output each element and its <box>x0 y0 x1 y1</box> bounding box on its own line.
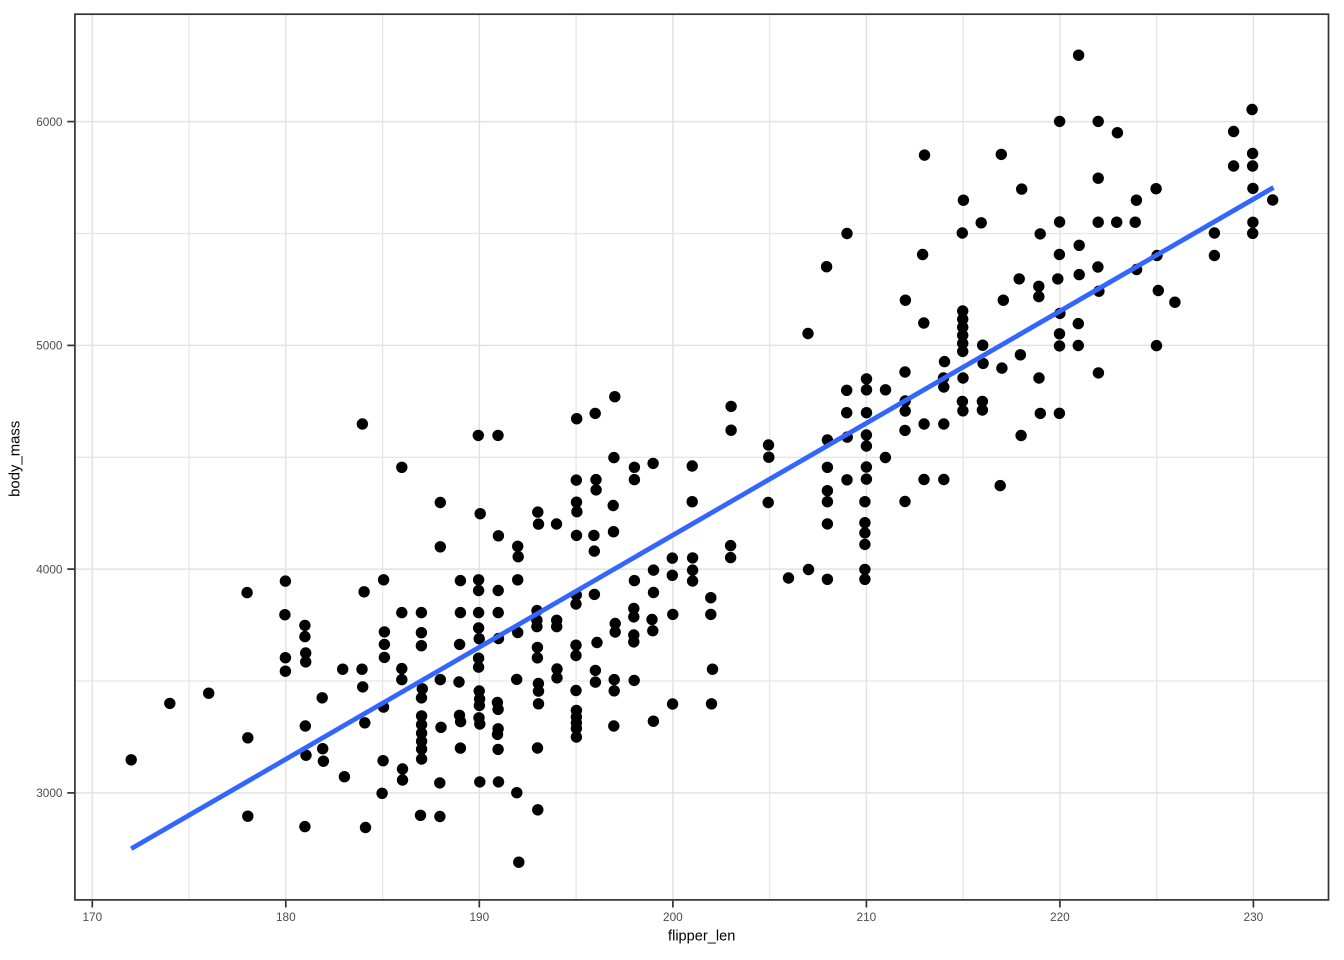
svg-text:210: 210 <box>857 910 877 924</box>
svg-text:220: 220 <box>1050 910 1070 924</box>
svg-text:body_mass: body_mass <box>7 421 23 497</box>
svg-text:180: 180 <box>276 910 296 924</box>
svg-text:6000: 6000 <box>36 115 63 129</box>
svg-text:5000: 5000 <box>36 339 63 353</box>
svg-text:230: 230 <box>1244 910 1264 924</box>
svg-text:flipper_len: flipper_len <box>668 929 735 945</box>
svg-text:190: 190 <box>469 910 489 924</box>
svg-text:200: 200 <box>663 910 683 924</box>
svg-text:4000: 4000 <box>36 562 63 576</box>
svg-text:170: 170 <box>82 910 102 924</box>
svg-text:3000: 3000 <box>36 786 63 800</box>
